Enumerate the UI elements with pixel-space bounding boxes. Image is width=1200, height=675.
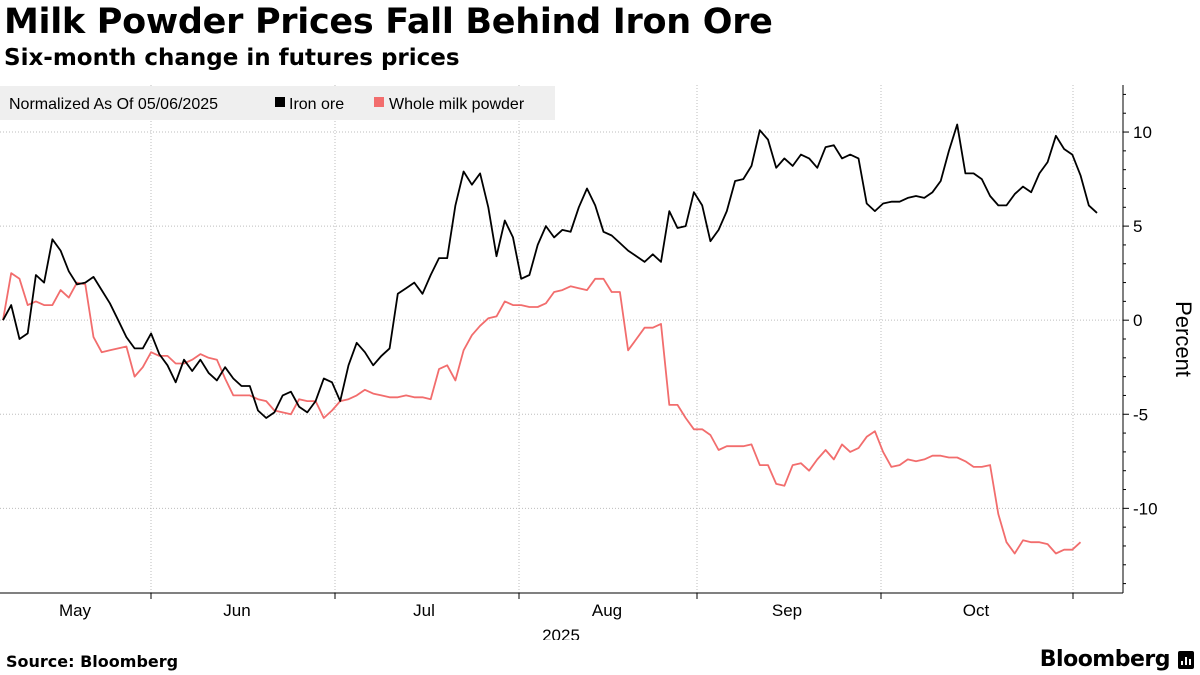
brand-wordmark: Bloomberg [1039, 647, 1171, 672]
y-ticks: 10 5 0 -5 -10 [1123, 93, 1158, 585]
series-line-whole-milk-powder [2, 272, 1082, 555]
x-axis-year-label: 2025 [542, 626, 580, 640]
series [2, 123, 1098, 555]
x-tick-label: Oct [963, 601, 990, 620]
legend-swatch-iron-ore [275, 97, 285, 107]
chart-subtitle: Six-month change in futures prices [4, 45, 460, 71]
legend-label-whole-milk-powder: Whole milk powder [389, 96, 525, 113]
x-tick-label: Aug [592, 601, 622, 620]
x-tick-label: Jun [223, 601, 250, 620]
y-tick-label: 10 [1133, 123, 1152, 142]
line-chart: 10 5 0 -5 -10 May Jun Jul Aug Sep Oct Normalized … [0, 85, 1196, 640]
y-axis-title: Percent [1171, 301, 1196, 377]
legend-label-iron-ore: Iron ore [289, 96, 344, 113]
axes [0, 85, 1124, 594]
y-tick-label: 5 [1133, 217, 1142, 236]
bloomberg-chart-icon [1178, 651, 1194, 669]
grid [0, 85, 1123, 593]
x-ticks: May Jun Jul Aug Sep Oct [59, 593, 1074, 620]
y-tick-label: -5 [1133, 405, 1148, 424]
x-tick-label: Sep [772, 601, 802, 620]
x-tick-label: May [59, 601, 92, 620]
x-tick-label: Jul [413, 601, 435, 620]
legend-swatch-whole-milk-powder [374, 97, 384, 107]
y-tick-label: -10 [1133, 499, 1158, 518]
chart-title: Milk Powder Prices Fall Behind Iron Ore [4, 2, 773, 42]
legend: Normalized As Of 05/06/2025 Iron ore Who… [0, 86, 555, 120]
legend-title: Normalized As Of 05/06/2025 [9, 96, 218, 113]
series-line-iron-ore [2, 123, 1098, 419]
source-note: Source: Bloomberg [6, 652, 179, 671]
y-tick-label: 0 [1133, 311, 1142, 330]
